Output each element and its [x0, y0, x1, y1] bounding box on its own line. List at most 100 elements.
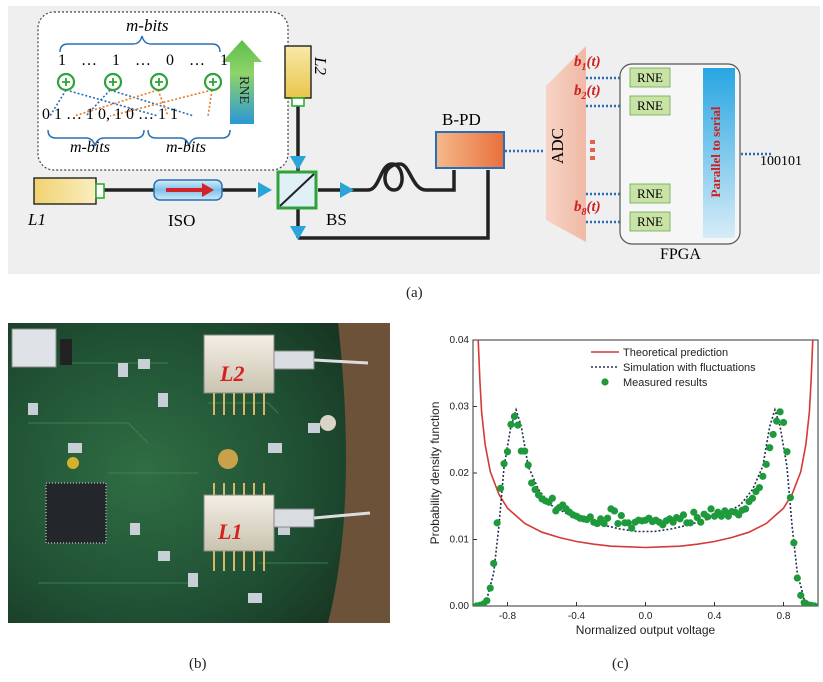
bit-1: 1	[58, 52, 66, 69]
measured-point	[779, 418, 788, 427]
channel-2-tail: (t)	[586, 83, 601, 99]
measured-point	[503, 448, 512, 456]
channel-1-sub: 1	[581, 62, 587, 73]
measured-point	[483, 597, 491, 605]
measured-point	[521, 447, 529, 455]
legend-label: Theoretical prediction	[623, 347, 728, 359]
bs-label: BS	[326, 210, 347, 229]
y-axis-label: Probability density function	[428, 402, 442, 545]
channel-label-1: b1(t)	[574, 54, 601, 73]
measured-point	[741, 505, 750, 513]
measured-point	[603, 514, 612, 522]
inset-top-label: m-bits	[126, 16, 169, 35]
measured-point	[586, 513, 594, 521]
chip-label-l1: L1	[218, 519, 243, 544]
bit-3: 1	[112, 52, 120, 69]
measured-point	[500, 460, 508, 468]
measured-point	[528, 479, 536, 487]
rne-blocks	[629, 67, 671, 232]
measured-point	[686, 519, 694, 527]
rne-label-3: RNE	[637, 186, 663, 201]
channel-1-tail: (t)	[586, 54, 601, 70]
channel-8-main: b	[574, 199, 582, 215]
measured-point	[507, 420, 515, 429]
bit-5: 0	[166, 52, 174, 69]
measured-point	[769, 430, 777, 439]
measured-point	[548, 494, 556, 502]
y-tick-label: 0.04	[450, 335, 470, 346]
adc-label: ADC	[547, 128, 567, 164]
caption-c: (c)	[612, 656, 629, 672]
bit-4: …	[135, 52, 151, 69]
measured-point	[810, 602, 818, 606]
rne-gradient-arrow	[222, 40, 262, 124]
pdf-chart-svg: -0.8 -0.4 0.0 0.4 0.8 0.00 0.01 0.02 0.03 0.04 Nor…	[428, 335, 819, 637]
channel-label-8: b8(t)	[574, 199, 601, 218]
measured-point	[510, 412, 518, 421]
inset-bottom-bits: 0 1 … 1 0, 1 0 … 1 1	[42, 106, 178, 123]
measured-point	[617, 511, 625, 520]
beam-splitter	[276, 170, 318, 210]
legend-marker	[601, 378, 609, 386]
x-tick-label: 0.8	[777, 611, 791, 622]
measured-point	[786, 494, 794, 502]
channel-1-main: b	[574, 54, 582, 70]
measured-point	[628, 524, 636, 532]
laser-module-top	[203, 334, 369, 415]
measured-point	[748, 494, 757, 502]
inset-top-bits: 1 … 1 … 0 … 1	[58, 52, 228, 70]
channel-8-sub: 8	[581, 207, 587, 218]
measured-point	[797, 591, 805, 599]
channel-label-2: b2(t)	[574, 83, 601, 102]
rne-label-1: RNE	[637, 70, 663, 85]
bottom-left-brace	[47, 129, 145, 147]
measured-point	[759, 472, 767, 480]
measured-point	[790, 539, 798, 547]
measured-point	[600, 519, 608, 528]
channel-2-main: b	[574, 83, 582, 99]
fpga-label: FPGA	[660, 246, 701, 263]
iso-label: ISO	[168, 211, 196, 230]
p2s-label: Parallel to serial	[708, 106, 723, 198]
measured-point	[679, 511, 688, 519]
rne-label-4: RNE	[637, 214, 663, 229]
setup-diagram-panel: m-bits 1 … 1 … 0 … 1 0 1 … 1 0, 1 0 … 1 …	[8, 6, 820, 274]
channel-8-tail: (t)	[586, 199, 601, 215]
channel-2-sub: 2	[581, 91, 587, 102]
y-tick-label: 0.00	[450, 601, 470, 612]
measured-point	[490, 559, 498, 568]
setup-diagram	[33, 11, 772, 245]
measured-point	[614, 519, 622, 528]
processor-chip	[45, 482, 107, 544]
measured-point	[624, 519, 632, 527]
measured-point	[766, 444, 774, 452]
measured-point	[783, 448, 791, 456]
parallel-to-serial-block	[703, 68, 735, 238]
legend-label: Simulation with fluctuations	[623, 362, 756, 374]
measured-point	[697, 518, 705, 526]
y-tick-label: 0.01	[450, 535, 470, 546]
measured-point	[493, 519, 501, 527]
l1-label: L1	[28, 210, 46, 229]
laser-l1	[33, 177, 105, 205]
theoretical-curve	[477, 340, 814, 549]
x-tick-label: -0.4	[568, 611, 586, 622]
laser-l2	[284, 45, 312, 107]
top-brace	[59, 35, 221, 53]
xor-gate-2	[103, 72, 123, 92]
adc-block	[546, 46, 586, 242]
pdf-chart: -0.8 -0.4 0.0 0.4 0.8 0.00 0.01 0.02 0.03 0.04 Nor…	[425, 330, 823, 640]
rne-arrow-label: RNE	[236, 76, 251, 104]
optical-isolator	[153, 179, 223, 201]
y-tick-label: 0.03	[450, 402, 470, 413]
measured-point	[762, 460, 770, 468]
xor-gate-4	[203, 72, 223, 92]
measured-point	[721, 507, 729, 515]
caption-a: (a)	[406, 285, 423, 301]
bpd-label: B-PD	[442, 110, 481, 129]
measured-point	[776, 408, 784, 416]
light-direction-arrows	[258, 156, 354, 240]
measured-point	[793, 574, 801, 582]
x-tick-label: 0.4	[708, 611, 722, 622]
hardware-photo: L2 L1	[8, 323, 390, 623]
